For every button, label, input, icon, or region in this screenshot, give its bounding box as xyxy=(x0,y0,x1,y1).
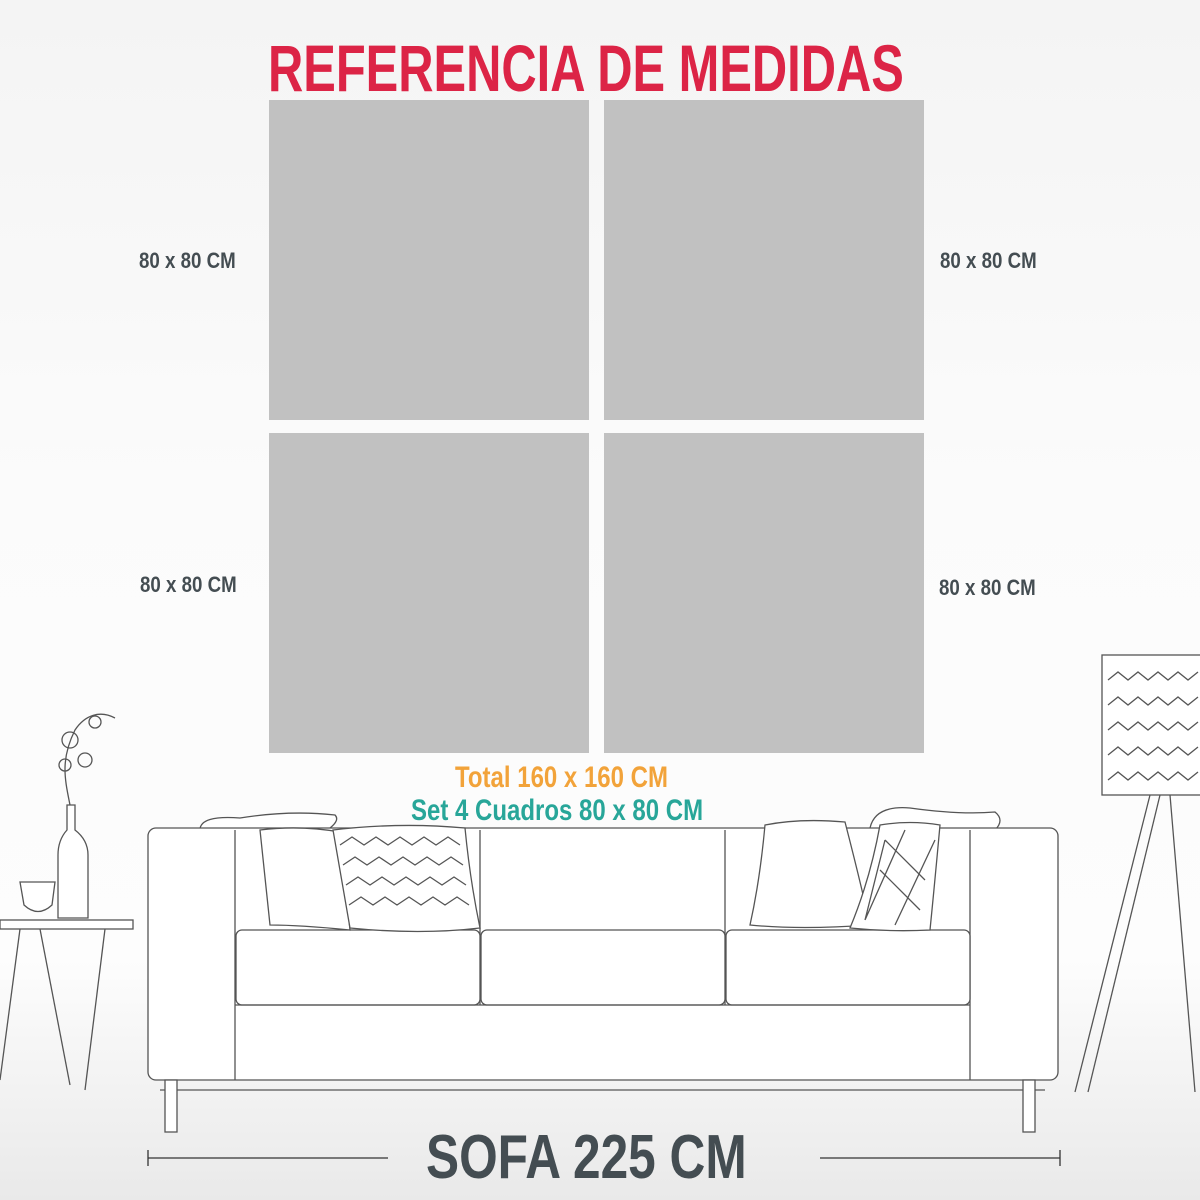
sofa-dimension-line xyxy=(147,1150,1061,1166)
canvas-panel-bottom-left xyxy=(269,433,589,753)
panel-size-label: 80 x 80 CM xyxy=(940,248,1037,273)
sofa-size-label: SOFA 225 CM xyxy=(426,1123,747,1192)
set-description: Set 4 Cuadros 80 x 80 CM xyxy=(411,794,704,827)
panel-size-label: 80 x 80 CM xyxy=(939,575,1036,600)
sofa xyxy=(147,807,1059,1133)
floor-lamp xyxy=(1074,654,1200,1093)
panel-size-label: 80 x 80 CM xyxy=(139,248,236,273)
side-table xyxy=(0,919,134,1091)
canvas-panel-top-right xyxy=(604,100,924,420)
page-title: REFERENCIA DE MEDIDAS xyxy=(268,31,904,105)
total-size-label: Total 160 x 160 CM xyxy=(455,761,668,794)
canvas-panel-bottom-right xyxy=(604,433,924,753)
canvas-panel-top-left xyxy=(269,100,589,420)
panel-size-label: 80 x 80 CM xyxy=(140,572,237,597)
vase-icon xyxy=(57,713,116,919)
bowl-icon xyxy=(19,881,56,913)
